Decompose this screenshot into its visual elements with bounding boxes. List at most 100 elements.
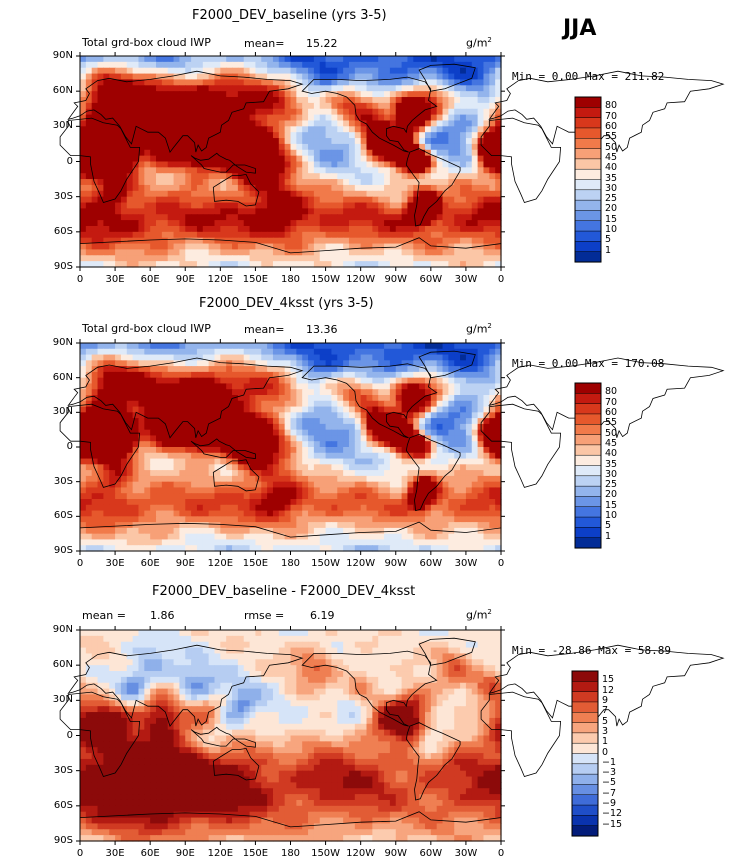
field-cell — [384, 475, 391, 483]
field-cell — [389, 377, 397, 385]
field-cell — [465, 418, 473, 425]
field-cell — [471, 389, 479, 396]
panel-1-colorbar-box — [574, 210, 602, 222]
field-cell — [226, 516, 233, 523]
field-cell — [313, 470, 321, 477]
field-cell — [419, 155, 426, 163]
field-cell — [296, 184, 303, 192]
field-cell — [308, 343, 315, 350]
field-cell — [126, 179, 134, 186]
field-cell — [232, 435, 239, 442]
field-cell — [144, 389, 151, 396]
field-cell — [401, 155, 409, 163]
field-cell — [325, 149, 333, 157]
field-cell — [191, 389, 198, 396]
field-cell — [261, 132, 268, 139]
field-cell — [237, 149, 245, 157]
field-cell — [319, 481, 327, 489]
field-cell — [278, 412, 286, 419]
field-cell — [132, 395, 140, 402]
field-cell — [80, 208, 87, 215]
field-cell — [331, 149, 338, 157]
field-cell — [343, 85, 350, 92]
field-cell — [384, 435, 391, 442]
field-cell — [436, 143, 444, 151]
field-cell — [278, 371, 286, 379]
field-cell — [156, 220, 163, 227]
field-cell — [325, 366, 333, 373]
field-cell — [232, 348, 239, 356]
field-cell — [150, 202, 157, 209]
field-cell — [161, 167, 169, 174]
field-cell — [337, 79, 344, 86]
field-cell — [196, 225, 204, 233]
field-cell — [395, 214, 403, 221]
field-cell — [85, 208, 93, 215]
field-cell — [296, 435, 303, 442]
field-cell — [85, 464, 93, 471]
field-cell — [109, 173, 116, 180]
field-cell — [243, 255, 251, 262]
field-cell — [115, 510, 122, 517]
field-cell — [167, 167, 175, 174]
field-cell — [91, 143, 99, 151]
field-cell — [489, 423, 496, 431]
field-cell — [325, 400, 333, 408]
field-cell — [436, 423, 444, 431]
field-cell — [85, 149, 93, 157]
field-cell — [290, 418, 297, 425]
field-cell — [348, 143, 356, 151]
field-cell — [126, 167, 134, 174]
field-cell — [302, 493, 309, 500]
field-cell — [173, 435, 181, 442]
field-cell — [150, 85, 157, 92]
field-cell — [167, 475, 175, 483]
field-cell — [302, 395, 309, 402]
field-cell — [185, 441, 192, 448]
field-cell — [243, 61, 251, 69]
field-cell — [489, 470, 496, 477]
field-cell — [179, 510, 186, 517]
field-cell — [91, 354, 99, 361]
field-cell — [389, 464, 397, 471]
field-cell — [255, 149, 262, 157]
field-cell — [267, 377, 274, 385]
field-cell — [448, 132, 455, 139]
field-cell — [261, 348, 268, 356]
field-cell — [483, 481, 490, 489]
field-cell — [424, 400, 432, 408]
field-cell — [325, 522, 333, 529]
field-cell — [366, 67, 373, 75]
field-cell — [489, 499, 496, 506]
field-cell — [284, 79, 292, 86]
field-cell — [126, 371, 134, 379]
field-cell — [261, 243, 268, 251]
field-cell — [150, 208, 157, 215]
field-cell — [477, 348, 485, 356]
field-cell — [424, 458, 432, 465]
field-cell — [366, 85, 373, 92]
field-cell — [80, 79, 87, 86]
field-cell — [337, 371, 344, 379]
field-cell — [348, 429, 356, 437]
field-cell — [343, 220, 350, 227]
field-cell — [126, 516, 134, 523]
field-cell — [460, 97, 467, 104]
field-cell — [196, 493, 204, 500]
field-cell — [424, 464, 432, 471]
field-cell — [413, 255, 420, 262]
field-cell — [378, 441, 385, 448]
field-cell — [156, 102, 163, 110]
field-cell — [109, 220, 116, 227]
field-cell — [191, 91, 198, 98]
field-cell — [372, 196, 379, 204]
field-cell — [109, 231, 116, 239]
field-cell — [243, 237, 251, 245]
field-cell — [384, 504, 391, 512]
field-cell — [337, 108, 344, 116]
field-cell — [91, 423, 99, 431]
field-cell — [337, 441, 344, 448]
field-cell — [126, 348, 134, 356]
field-cell — [115, 202, 122, 209]
field-cell — [267, 91, 274, 98]
